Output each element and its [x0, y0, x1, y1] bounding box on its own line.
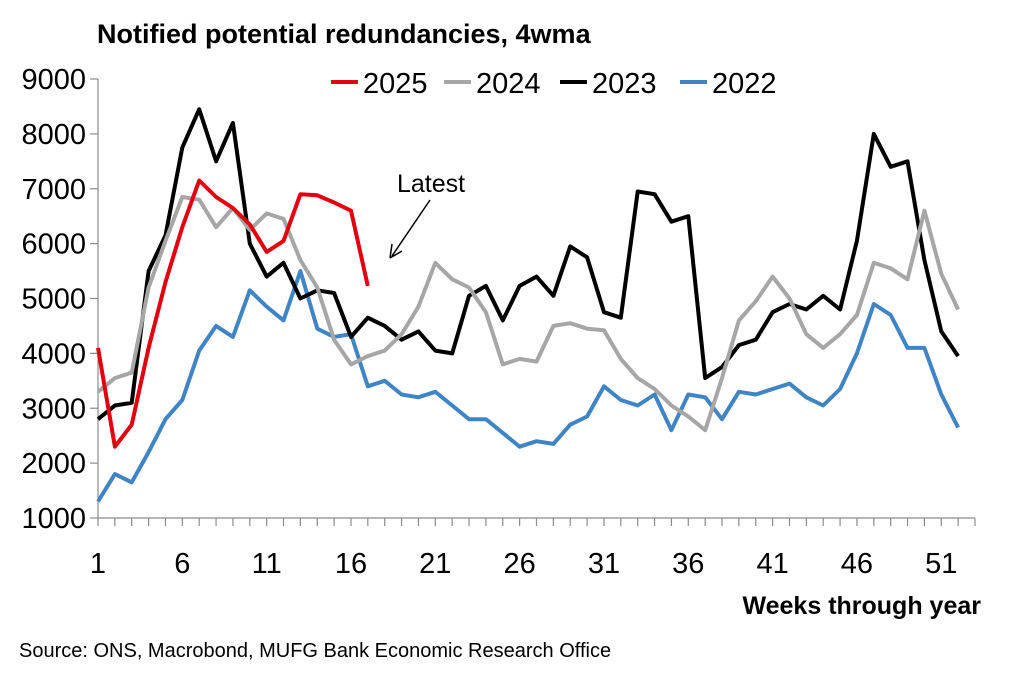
annotation: Latest [389, 170, 465, 259]
y-tick-label: 1000 [21, 503, 86, 535]
series-line-2025 [96, 178, 370, 449]
x-tick-label: 21 [419, 548, 451, 580]
x-axis: 1 6 11 16 21 26 31 36 41 46 51 [90, 517, 976, 580]
y-tick-label: 2000 [21, 448, 86, 480]
legend: 2025 2024 2023 2022 [331, 68, 777, 100]
x-tick-label: 36 [672, 548, 704, 580]
y-tick-label: 8000 [21, 119, 86, 151]
series-line-2023 [96, 107, 960, 421]
x-axis-label: Weeks through year [742, 592, 981, 620]
annotation-label: Latest [397, 170, 465, 198]
legend-label-2025: 2025 [363, 68, 428, 100]
annotation-arrow [391, 199, 431, 257]
x-tick-label: 16 [335, 548, 367, 580]
series-layer [96, 107, 960, 503]
x-tick-label: 11 [252, 548, 282, 580]
annotation-arrowhead [389, 243, 403, 259]
y-tick-label: 7000 [21, 174, 86, 206]
y-tick-label: 4000 [21, 338, 86, 370]
y-axis: 1000 2000 3000 4000 5000 6000 7000 8000 9000 [21, 64, 99, 535]
y-tick-label: 3000 [21, 393, 86, 425]
y-tick-label: 9000 [21, 64, 86, 96]
x-tick-label: 31 [588, 548, 620, 580]
series-line-2024 [96, 195, 960, 433]
series-line-2022 [96, 269, 960, 503]
legend-label-2022: 2022 [712, 68, 777, 100]
x-tick-label: 46 [841, 548, 873, 580]
y-tick-label: 5000 [21, 284, 86, 316]
y-tick-label: 6000 [21, 229, 86, 261]
chart-title: Notified potential redundancies, 4wma [97, 19, 592, 49]
x-tick-label: 26 [504, 548, 536, 580]
x-tick-label: 1 [90, 548, 106, 580]
x-tick-label: 41 [756, 548, 788, 580]
x-tick-label: 51 [925, 548, 957, 580]
legend-label-2023: 2023 [592, 68, 657, 100]
legend-label-2024: 2024 [476, 68, 541, 100]
x-tick-label: 6 [174, 548, 190, 580]
source-note: Source: ONS, Macrobond, MUFG Bank Econom… [19, 640, 611, 662]
